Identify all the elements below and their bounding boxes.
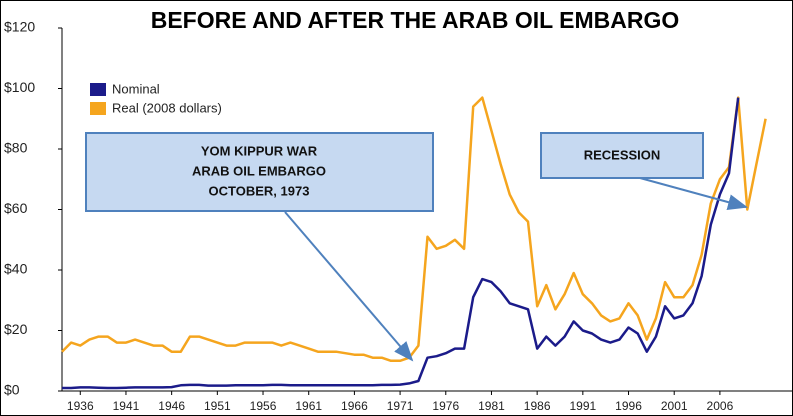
y-tick-label: $0 <box>4 382 20 398</box>
legend-label: Real (2008 dollars) <box>112 100 222 115</box>
x-tick-label: 1961 <box>295 399 322 413</box>
chart-title: BEFORE AND AFTER THE ARAB OIL EMBARGO <box>151 7 680 33</box>
arrow <box>639 177 748 210</box>
data-line <box>61 96 767 363</box>
x-tick-label: 2006 <box>707 399 734 413</box>
x-tick-label: 1966 <box>341 399 368 413</box>
x-tick-label: 1951 <box>204 399 231 413</box>
annotation-text: YOM KIPPUR WAR <box>201 143 318 158</box>
annotation-text: ARAB OIL EMBARGO <box>192 163 326 178</box>
x-tick-label: 1976 <box>432 399 459 413</box>
data-line <box>62 97 740 390</box>
annotation: RECESSION <box>540 132 748 210</box>
x-tick-label: 1956 <box>250 399 277 413</box>
x-tick-label: 1991 <box>569 399 596 413</box>
y-tick-label: $80 <box>4 140 28 156</box>
y-tick-label: $100 <box>4 79 35 95</box>
y-tick-label: $120 <box>4 19 35 35</box>
annotation-text: OCTOBER, 1973 <box>209 183 310 198</box>
annotation: YOM KIPPUR WAR ARAB OIL EMBARGO OCTOBER,… <box>85 132 434 362</box>
x-tick-label: 1986 <box>524 399 551 413</box>
y-tick-label: $40 <box>4 261 28 277</box>
x-tick-label: 1996 <box>615 399 642 413</box>
plot-area: $0 $20 $40 $60 $80 $100 $120 1936 1941 1946 1951 19… <box>4 19 767 413</box>
legend-swatch <box>90 102 106 115</box>
x-tick-label: 1981 <box>478 399 505 413</box>
legend-label: Nominal <box>112 81 160 96</box>
x-tick-label: 1971 <box>387 399 414 413</box>
x-tick-label: 1936 <box>67 399 94 413</box>
x-tick-label: 1941 <box>113 399 140 413</box>
y-tick-label: $20 <box>4 321 28 337</box>
callout-box <box>85 132 434 212</box>
x-tick-label: 1946 <box>158 399 185 413</box>
arrow <box>284 211 414 362</box>
y-tick-label: $60 <box>4 200 28 216</box>
annotation-text: RECESSION <box>584 147 661 162</box>
legend-swatch <box>90 83 106 96</box>
x-tick-label: 2001 <box>661 399 688 413</box>
callout-box <box>540 132 704 179</box>
